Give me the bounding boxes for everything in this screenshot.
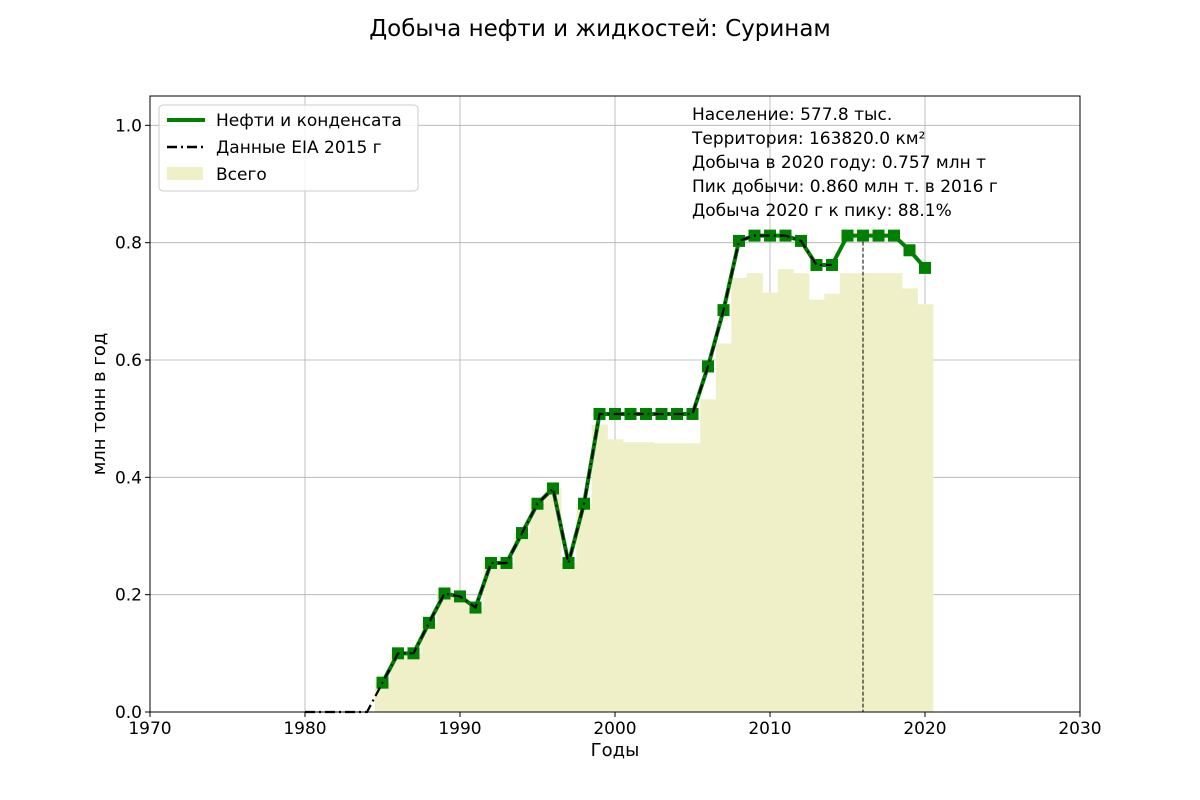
oil-series-point: [423, 616, 435, 629]
x-tick-label: 1980: [283, 719, 326, 739]
total-area-bar: [917, 304, 934, 712]
legend-label-oil: Нефти и конденсата: [216, 111, 402, 131]
oil-series-point: [640, 407, 652, 420]
oil-series-point: [686, 407, 699, 420]
total-area-bar: [390, 653, 407, 712]
oil-series-point: [857, 229, 869, 242]
legend-box: [158, 104, 419, 192]
y-axis-label: млн тонн в год: [89, 333, 110, 476]
total-area-bar: [731, 277, 748, 712]
oil-series-point: [841, 229, 854, 242]
total-area-bar: [576, 503, 593, 712]
oil-series-point: [888, 229, 900, 242]
total-area-bar: [560, 562, 577, 712]
annotation-line: Население: 577.8 тыс.: [692, 105, 892, 125]
total-area-bar: [421, 622, 438, 712]
total-area-bar: [762, 292, 779, 712]
total-area-bar: [824, 293, 841, 712]
total-area-bar: [591, 424, 608, 712]
eia-series-line: [305, 234, 832, 714]
oil-series-point: [919, 261, 931, 274]
chart-title: Добыча нефти и жидкостей: Суринам: [369, 16, 831, 42]
x-axis-label: Годы: [591, 740, 640, 761]
oil-series-point: [624, 407, 637, 420]
annotation-line: Пик добычи: 0.860 млн т. в 2016 г: [692, 177, 998, 197]
y-tick-label: 0.6: [115, 351, 142, 371]
annotation-line: Добыча в 2020 году: 0.757 млн т: [692, 153, 986, 173]
total-area-bar: [529, 503, 546, 712]
total-area-bar: [607, 439, 624, 712]
oil-series-point: [547, 482, 559, 495]
oil-series-point: [438, 587, 451, 600]
oil-series-point: [485, 556, 497, 569]
annotation-line: Территория: 163820.0 км²: [691, 129, 925, 149]
total-area-bar: [653, 443, 670, 712]
total-area-bar: [452, 596, 469, 712]
total-area-bar: [886, 273, 903, 712]
oil-series-point: [903, 244, 916, 257]
legend-label-total: Всего: [216, 165, 267, 185]
total-area-bar: [405, 653, 422, 712]
total-area-bar: [498, 562, 515, 712]
y-tick-label: 0.4: [115, 468, 142, 488]
total-area-bar: [684, 443, 701, 712]
x-tick-label: 1970: [128, 719, 171, 739]
total-area-bar: [715, 343, 732, 712]
legend: Нефти и конденсата Данные EIA 2015 г Все…: [158, 104, 419, 192]
total-area-bar: [700, 399, 717, 712]
legend-label-eia: Данные EIA 2015 г: [216, 138, 382, 158]
total-area-bar: [436, 593, 453, 712]
total-area-bar: [545, 488, 562, 712]
total-area-bar: [514, 533, 531, 712]
oil-series-point: [872, 229, 885, 242]
total-area-bar: [669, 443, 686, 712]
x-tick-label: 2030: [1058, 719, 1101, 739]
total-area-bar: [839, 273, 856, 712]
total-area-bar: [855, 273, 872, 712]
total-area-bar: [793, 273, 810, 712]
total-area-bar: [901, 288, 918, 712]
x-tick-label: 2020: [903, 719, 946, 739]
x-tick-label: 1990: [438, 719, 481, 739]
total-area-bar: [777, 269, 794, 712]
oil-series-point: [764, 229, 776, 242]
y-tick-label: 1.0: [115, 116, 142, 136]
total-area-bar: [808, 299, 825, 712]
total-area-bar: [483, 562, 500, 712]
x-tick-label: 2000: [593, 719, 636, 739]
total-area-bar: [746, 273, 763, 712]
total-area-bar: [638, 442, 655, 712]
oil-series-point: [733, 234, 745, 247]
y-tick-label: 0.8: [115, 234, 142, 254]
x-tick-label: 2010: [748, 719, 791, 739]
total-area-bar: [467, 607, 484, 712]
y-tick-label: 0.2: [115, 586, 142, 606]
total-area-bar: [622, 442, 639, 712]
legend-swatch-total: [167, 167, 203, 180]
y-tick-label: 0.0: [115, 703, 142, 723]
oil-series-point: [562, 556, 575, 569]
total-area-bar: [870, 273, 887, 712]
annotation-line: Добыча 2020 г к пику: 88.1%: [692, 201, 952, 221]
